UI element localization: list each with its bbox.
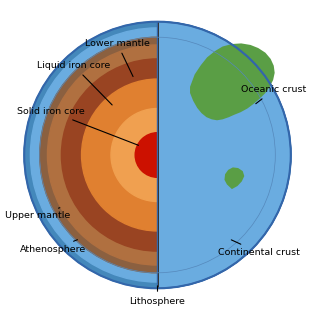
Text: Lithosphere: Lithosphere [129,286,186,306]
Text: Continental crust: Continental crust [218,240,300,257]
Circle shape [24,22,291,288]
Polygon shape [225,167,244,189]
Text: Upper mantle: Upper mantle [5,208,70,220]
Circle shape [48,45,267,265]
Circle shape [31,28,284,282]
Circle shape [111,108,204,202]
Text: Athenosphere: Athenosphere [20,240,86,254]
Text: Solid iron core: Solid iron core [17,107,139,145]
Text: Lower mantle: Lower mantle [85,39,150,77]
Text: Oceanic crust: Oceanic crust [241,85,306,104]
Text: Liquid iron core: Liquid iron core [37,61,112,105]
Circle shape [82,79,233,231]
Polygon shape [158,22,291,288]
Circle shape [61,59,254,251]
Circle shape [135,133,180,177]
Circle shape [40,37,275,273]
Polygon shape [190,43,275,120]
